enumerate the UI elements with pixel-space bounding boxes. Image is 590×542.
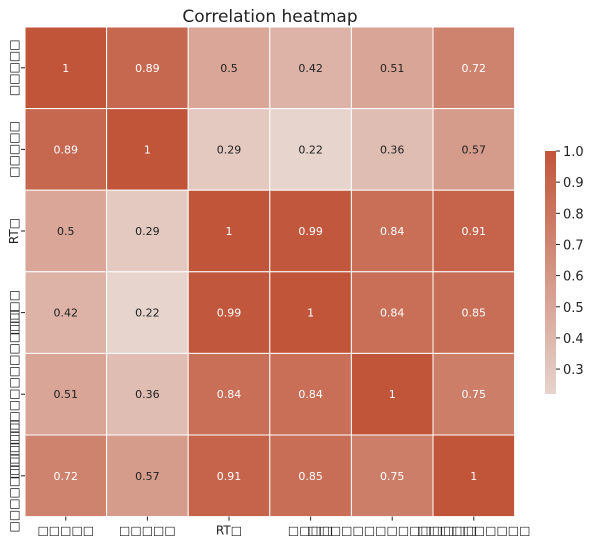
heatmap-cell bbox=[187, 271, 271, 354]
cell-value-label: 0.51 bbox=[54, 388, 79, 401]
heatmap-cell bbox=[269, 189, 352, 273]
heatmap-cell bbox=[269, 26, 352, 110]
cell-value-label: 0.75 bbox=[462, 388, 487, 401]
colorbar-tick-label: 0.7 bbox=[563, 238, 584, 253]
cell-value-label: 0.29 bbox=[217, 143, 242, 156]
heatmap-cell bbox=[24, 352, 108, 436]
cell-value-label: 0.84 bbox=[380, 307, 405, 320]
cell-value-label: 0.75 bbox=[380, 470, 405, 483]
y-tick-label: □□□□□□□□□□ bbox=[7, 419, 21, 532]
heatmap-cell bbox=[350, 26, 434, 110]
heatmap-cell bbox=[432, 352, 516, 436]
cell-value-label: 0.42 bbox=[54, 307, 79, 320]
colorbar-tick-label: 0.9 bbox=[563, 176, 584, 191]
cell-value-label: 0.84 bbox=[298, 388, 323, 401]
heatmap-cell bbox=[350, 189, 434, 273]
heatmap-cell bbox=[350, 434, 434, 518]
cell-value-label: 1 bbox=[307, 307, 314, 320]
y-axis-tick-labels: □□□□□□□□□□RT□□□□□□□□□□□□□□□□□□□□□□□□□□□□… bbox=[7, 39, 25, 532]
x-tick-label: □□□□□ bbox=[37, 524, 94, 538]
cell-value-label: 0.84 bbox=[217, 388, 242, 401]
x-tick-label: □□□□□□□□□□□□□□□ bbox=[307, 524, 477, 538]
cell-value-label: 1 bbox=[226, 225, 233, 238]
colorbar-tick-label: 0.8 bbox=[563, 207, 584, 222]
heatmap-cell bbox=[269, 108, 352, 191]
cell-value-label: 0.57 bbox=[135, 470, 160, 483]
cell-value-label: 0.99 bbox=[298, 225, 323, 238]
cell-value-label: 0.51 bbox=[380, 62, 405, 75]
cell-value-label: 0.91 bbox=[462, 225, 487, 238]
heatmap-cell bbox=[106, 189, 189, 273]
heatmap-cell bbox=[350, 271, 434, 354]
heatmap-cell bbox=[106, 271, 189, 354]
x-tick-label: RT□ bbox=[216, 524, 242, 538]
heatmap-cell bbox=[24, 434, 108, 518]
heatmap-cell bbox=[269, 352, 352, 436]
y-tick-label: RT□ bbox=[7, 218, 21, 244]
heatmap-cell bbox=[432, 434, 516, 518]
cell-value-label: 0.22 bbox=[298, 143, 323, 156]
heatmap-cells: 1 0.89 0.5 0.42 0.51 0.720.89 1 0.29 0.22 0.36 0.5… bbox=[24, 26, 516, 518]
heatmap-cell bbox=[350, 352, 434, 436]
cell-value-label: 0.89 bbox=[54, 143, 79, 156]
heatmap-cell bbox=[106, 108, 189, 191]
y-tick-label: □□□□□□□□□□□□□□□ bbox=[7, 309, 21, 479]
cell-value-label: 1 bbox=[144, 143, 151, 156]
cell-value-label: 0.22 bbox=[135, 307, 160, 320]
cell-value-label: 0.57 bbox=[462, 143, 487, 156]
heatmap-cell bbox=[24, 271, 108, 354]
y-tick-label: □□□□□ bbox=[7, 39, 21, 96]
cell-value-label: 0.85 bbox=[298, 470, 323, 483]
cell-value-label: 0.72 bbox=[462, 62, 487, 75]
x-tick-label: □□□□□□□□□□ bbox=[417, 524, 530, 538]
cell-value-label: 0.29 bbox=[135, 225, 160, 238]
x-axis-tick-labels: □□□□□ □□□□□ RT□ □□□□□□□□□□□□□□□□□□□□□□□□□□□… bbox=[37, 516, 530, 538]
heatmap-cell bbox=[187, 352, 271, 436]
cell-value-label: 0.85 bbox=[462, 307, 487, 320]
colorbar-tick-label: 0.4 bbox=[563, 332, 584, 347]
cell-value-label: 0.84 bbox=[380, 225, 405, 238]
cell-value-label: 1 bbox=[62, 62, 69, 75]
cell-value-label: 0.36 bbox=[135, 388, 160, 401]
y-tick-label: □□□□ bbox=[7, 290, 21, 335]
x-tick-label: □□□□ bbox=[288, 524, 333, 538]
cell-value-label: 0.89 bbox=[135, 62, 160, 75]
heatmap-cell bbox=[106, 26, 189, 110]
cell-value-label: 0.91 bbox=[217, 470, 242, 483]
heatmap-cell bbox=[432, 26, 516, 110]
heatmap-cell bbox=[24, 26, 108, 110]
colorbar-tick-label: 1.0 bbox=[563, 145, 584, 160]
cell-value-label: 0.5 bbox=[220, 62, 238, 75]
y-tick-label: □□□□□ bbox=[7, 121, 21, 178]
x-tick-label: □□□□□ bbox=[119, 524, 176, 538]
colorbar-tick-label: 0.3 bbox=[563, 363, 584, 378]
cell-value-label: 0.42 bbox=[298, 62, 323, 75]
heatmap-cell bbox=[432, 271, 516, 354]
colorbar-tick-labels: 1.0 0.9 0.8 0.7 0.6 0.5 0.4 0.3 bbox=[556, 145, 584, 378]
cell-value-label: 1 bbox=[470, 470, 477, 483]
colorbar-gradient bbox=[545, 151, 556, 394]
cell-value-label: 0.99 bbox=[217, 307, 242, 320]
chart-title: Correlation heatmap bbox=[182, 7, 357, 27]
heatmap-cell bbox=[269, 271, 352, 354]
cell-value-label: 0.5 bbox=[57, 225, 75, 238]
colorbar-tick-label: 0.5 bbox=[563, 301, 584, 316]
colorbar: 1.0 0.9 0.8 0.7 0.6 0.5 0.4 0.3 bbox=[545, 145, 584, 394]
heatmap-cell bbox=[187, 26, 271, 110]
cell-value-label: 0.72 bbox=[54, 470, 79, 483]
cell-value-label: 1 bbox=[389, 388, 396, 401]
cell-value-label: 0.36 bbox=[380, 143, 405, 156]
colorbar-tick-label: 0.6 bbox=[563, 270, 584, 285]
heatmap-cell bbox=[432, 189, 516, 273]
heatmap-cell bbox=[24, 189, 108, 273]
heatmap-cell bbox=[432, 108, 516, 191]
